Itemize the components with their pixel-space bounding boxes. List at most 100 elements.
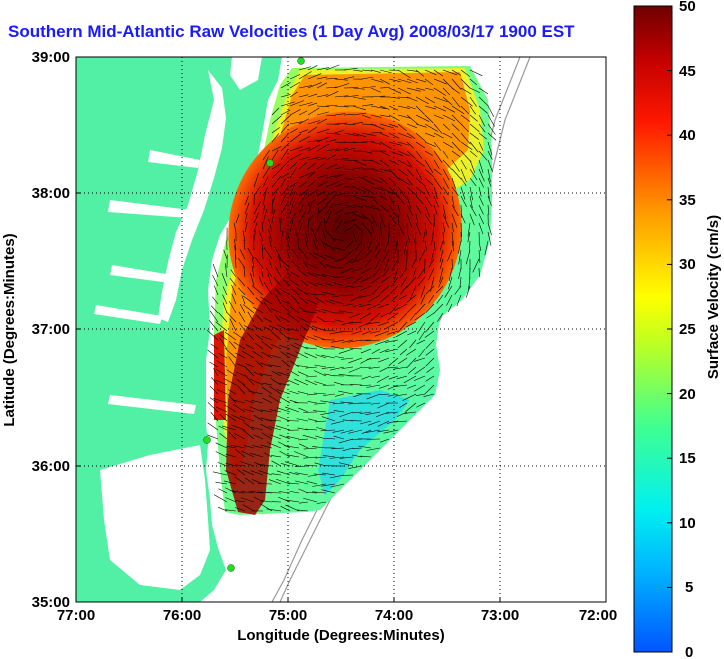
velocity-arrow [280, 160, 290, 170]
velocity-arrow [304, 352, 318, 359]
velocity-arrow [377, 420, 390, 427]
velocity-arrow [433, 114, 444, 120]
velocity-arrow [229, 318, 237, 332]
velocity-arrow [355, 240, 363, 250]
velocity-arrow [287, 328, 300, 332]
velocity-arrow [244, 195, 249, 206]
velocity-arrow [289, 121, 303, 125]
velocity-arrow [290, 271, 300, 278]
velocity-arrow [388, 231, 390, 242]
velocity-arrow [465, 285, 471, 298]
delaware-bay [230, 57, 262, 90]
colorbar-tick-label: 50 [679, 0, 696, 15]
velocity-arrow [225, 413, 237, 422]
velocity-arrow [343, 240, 354, 252]
bay-arm-4 [94, 305, 162, 324]
velocity-arrow [352, 222, 363, 233]
velocity-arrow [451, 204, 459, 217]
velocity-arrow [304, 347, 318, 350]
velocity-arrow [332, 402, 345, 405]
velocity-arrow [315, 435, 327, 440]
velocity-arrow [361, 114, 371, 119]
velocity-arrow [316, 143, 330, 152]
velocity-arrow [415, 96, 429, 105]
velocity-arrow [460, 168, 467, 183]
velocity-arrow [307, 65, 318, 71]
velocity-arrow [472, 258, 480, 273]
velocity-arrow [289, 153, 302, 161]
velocity-arrow [325, 194, 336, 206]
velocity-arrow [263, 282, 273, 296]
velocity-arrow [342, 303, 354, 307]
velocity-arrow [487, 159, 493, 172]
velocity-arrow [271, 146, 282, 152]
colorbar-tick-label: 35 [679, 192, 696, 209]
velocity-arrow [396, 231, 399, 246]
velocity-arrow [397, 132, 412, 139]
velocity-arrow [275, 266, 282, 278]
velocity-arrow [269, 325, 282, 332]
velocity-arrow [478, 114, 486, 127]
velocity-arrow [424, 240, 428, 251]
velocity-arrow [484, 240, 489, 256]
velocity-arrow [249, 452, 264, 458]
velocity-arrow [280, 172, 289, 179]
velocity-arrow [235, 352, 246, 359]
bay-arm-2 [108, 200, 190, 218]
velocity-arrow [320, 308, 336, 314]
velocity-arrow [397, 150, 411, 157]
velocity-arrow [366, 357, 381, 360]
velocity-arrow [352, 276, 363, 285]
velocity-arrow [230, 269, 237, 278]
velocity-arrow [219, 433, 228, 440]
velocity-arrow [218, 353, 228, 359]
velocity-arrow [361, 204, 376, 210]
velocity-arrow [256, 314, 264, 323]
velocity-arrow [406, 123, 417, 128]
velocity-arrow [271, 168, 282, 179]
velocity-arrow [248, 490, 264, 494]
velocity-arrow [253, 212, 259, 224]
velocity-arrow [343, 147, 356, 152]
velocity-arrow [285, 406, 300, 413]
velocity-arrow [397, 213, 400, 224]
velocity-arrow [451, 240, 455, 252]
velocity-arrow [276, 407, 291, 413]
velocity-arrow [252, 257, 255, 269]
velocity-arrow [313, 370, 327, 377]
velocity-arrow [433, 303, 444, 314]
velocity-arrow [280, 123, 290, 134]
velocity-arrow [280, 142, 290, 152]
velocity-arrow [311, 325, 327, 332]
velocity-arrow [232, 403, 246, 413]
velocity-arrow [307, 120, 320, 125]
velocity-arrow [289, 200, 295, 215]
velocity-arrow [415, 69, 425, 77]
velocity-arrow [231, 293, 237, 305]
velocity-arrow [286, 482, 300, 485]
velocity-arrow [365, 411, 381, 416]
velocity-arrow [307, 107, 320, 116]
velocity-arrow [377, 357, 390, 363]
velocity-arrow [277, 371, 291, 377]
velocity-arrow [451, 132, 461, 143]
velocity-arrow [248, 390, 264, 395]
velocity-arrow [271, 370, 282, 377]
velocity-arrow [469, 168, 478, 181]
velocity-arrow [284, 461, 300, 467]
velocity-arrow [406, 132, 416, 139]
velocity-arrow [320, 483, 336, 487]
velocity-arrow [388, 168, 400, 180]
velocity-arrow [313, 252, 327, 260]
velocity-arrow [338, 348, 354, 354]
velocity-arrow [240, 497, 255, 503]
velocity-arrow [415, 87, 426, 91]
velocity-arrow [343, 195, 359, 197]
velocity-arrow [212, 264, 219, 278]
velocity-arrow [352, 231, 357, 243]
velocity-arrow [377, 321, 390, 327]
y-tick-label: 38:00 [32, 185, 70, 202]
velocity-arrow [297, 427, 309, 431]
velocity-arrow [225, 497, 237, 503]
velocity-arrow [236, 371, 246, 377]
